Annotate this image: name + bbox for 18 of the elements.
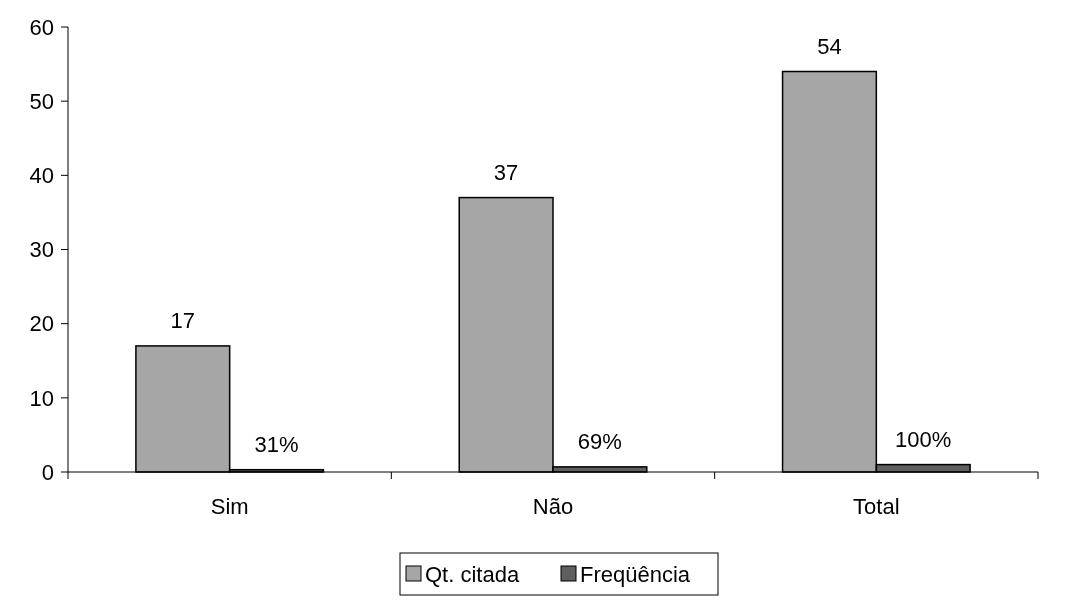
data-label: 54: [817, 33, 842, 59]
x-tick-label: Não: [532, 494, 574, 519]
y-tick-label: 50: [29, 88, 54, 114]
data-label: 100%: [895, 426, 952, 452]
data-label: 69%: [577, 428, 622, 454]
legend-label: Freqüência: [580, 561, 691, 587]
y-tick-label: 20: [29, 311, 54, 337]
y-tick-label: 10: [29, 385, 54, 411]
legend-label: Qt. citada: [425, 561, 520, 587]
data-label: 31%: [254, 431, 299, 457]
data-label: 37: [493, 159, 519, 185]
y-tick-label: 60: [29, 14, 54, 40]
y-tick-label: 0: [41, 459, 54, 485]
x-tick-label: Sim: [210, 494, 249, 519]
y-tick-label: 40: [29, 163, 54, 189]
data-label: 17: [170, 307, 196, 333]
x-tick-label: Total: [853, 494, 900, 519]
y-tick-label: 30: [29, 237, 54, 263]
